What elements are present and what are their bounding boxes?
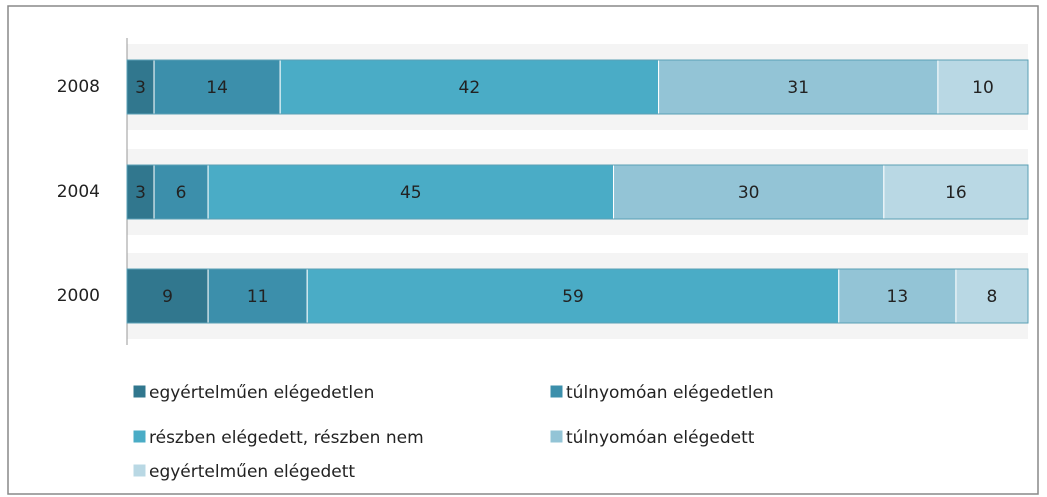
legend-label: túlnyomóan elégedett xyxy=(566,428,755,448)
legend-label: egyértelműen elégedetlen xyxy=(149,383,374,403)
bar-segment xyxy=(306,268,840,324)
data-label: 10 xyxy=(972,78,994,98)
data-label: 3 xyxy=(135,183,146,203)
data-label: 6 xyxy=(176,183,187,203)
data-label: 3 xyxy=(135,78,146,98)
legend-swatch xyxy=(132,384,147,399)
data-label: 8 xyxy=(987,287,998,307)
legend-label: részben elégedett, részben nem xyxy=(149,428,424,448)
bar-segment xyxy=(279,59,660,115)
legend-label: egyértelműen elégedett xyxy=(149,462,355,482)
y-tick-label: 2000 xyxy=(57,286,100,306)
y-tick-label: 2008 xyxy=(57,77,100,97)
legend-swatch xyxy=(549,384,564,399)
bar-segment xyxy=(955,268,1029,324)
bar-segment xyxy=(883,164,1029,220)
y-tick-label: 2004 xyxy=(57,182,100,202)
bar-segment xyxy=(937,59,1029,115)
data-label: 59 xyxy=(562,287,584,307)
legend-swatch xyxy=(132,463,147,478)
data-label: 42 xyxy=(459,78,481,98)
data-label: 45 xyxy=(400,183,422,203)
bar-outline xyxy=(126,268,1029,324)
data-label: 13 xyxy=(887,287,909,307)
data-label: 30 xyxy=(738,183,760,203)
legend-swatch xyxy=(549,429,564,444)
bar-outline xyxy=(126,59,1029,115)
data-label: 9 xyxy=(162,287,173,307)
data-label: 16 xyxy=(945,183,967,203)
bar-segment xyxy=(658,59,939,115)
legend-label: túlnyomóan elégedetlen xyxy=(566,383,774,403)
bar-segment xyxy=(613,164,885,220)
bar-segment xyxy=(207,164,615,220)
data-label: 11 xyxy=(247,287,269,307)
legend-swatch xyxy=(132,429,147,444)
bar-outline xyxy=(126,164,1029,220)
data-label: 14 xyxy=(206,78,228,98)
data-label: 31 xyxy=(787,78,809,98)
